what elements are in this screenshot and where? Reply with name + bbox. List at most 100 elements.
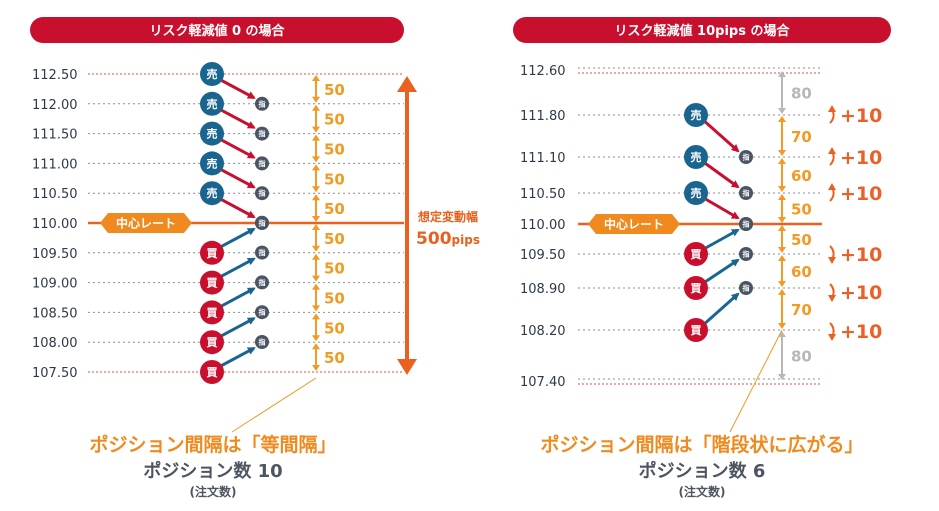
buy-to-limit-arrow — [701, 258, 740, 286]
step-up-head — [778, 289, 786, 295]
sell-label: 売 — [207, 67, 218, 81]
left-caption-pointer — [231, 377, 317, 433]
sell-order: 売 — [200, 151, 224, 176]
range-value-text: 500pips — [416, 229, 480, 249]
buy-order: 買 — [684, 242, 708, 266]
buy-to-limit-arrow — [216, 346, 256, 370]
limit-circle — [255, 215, 269, 230]
price-label: 109.50 — [32, 247, 78, 262]
increment-indicator: +10 — [828, 147, 882, 169]
interval-step: 50 — [312, 253, 345, 282]
step-up-head — [312, 194, 320, 201]
increment-indicator: +10 — [828, 321, 882, 343]
step-up-head — [778, 158, 786, 164]
left-panel: 112.50 112.00 111.50 111.00 110.50 110.00 109.… — [32, 62, 404, 384]
buy-label: 買 — [207, 306, 218, 319]
step-up-head — [778, 194, 786, 200]
increment-indicator: +10 — [828, 282, 882, 304]
step-down-head — [312, 186, 320, 193]
interval-step: 50 — [778, 194, 812, 223]
limit-order: 指 — [255, 186, 269, 201]
limit-order: 指 — [739, 150, 753, 164]
left-banner: リスク軽減値 0 の場合 — [30, 17, 404, 43]
buy-label: 買 — [691, 282, 702, 295]
buy-circle — [684, 276, 708, 300]
right-panel: 112.60 111.80 111.10 110.50 110.00 109.50 108.… — [520, 64, 882, 390]
step-value: 50 — [324, 81, 345, 99]
increment-value: +10 — [840, 244, 882, 266]
step-up-head — [778, 225, 786, 231]
limit-order: 指 — [255, 215, 269, 230]
price-label: 109.00 — [32, 277, 78, 292]
sell-order: 売 — [684, 103, 708, 127]
sell-label: 売 — [691, 186, 702, 200]
step-down-head — [778, 108, 786, 114]
increment-value: +10 — [840, 105, 882, 127]
buy-label: 買 — [691, 248, 702, 261]
price-label: 108.00 — [32, 336, 78, 351]
limit-order: 指 — [255, 245, 269, 260]
buy-label: 買 — [207, 336, 218, 349]
limit-label: 指 — [259, 189, 266, 198]
step-down-head — [312, 305, 320, 312]
step-value: 60 — [791, 167, 812, 185]
increment-head — [828, 257, 836, 264]
interval-step: 50 — [778, 225, 812, 253]
sell-to-limit-arrow — [216, 166, 256, 189]
sell-label: 売 — [207, 127, 218, 141]
buy-circle — [200, 270, 224, 295]
buy-circle — [200, 360, 224, 384]
sell-order: 売 — [200, 91, 224, 116]
sell-to-limit-arrow — [216, 195, 256, 219]
right-caption-pointer — [729, 329, 783, 433]
interval-step: 70 — [778, 289, 812, 329]
step-down-head — [312, 156, 320, 163]
sell-to-limit-arrow — [216, 136, 256, 159]
step-value: 80 — [791, 348, 812, 366]
buy-order: 買 — [200, 360, 224, 384]
interval-step: 50 — [312, 104, 345, 133]
center-rate-tag: 中心レート — [100, 213, 192, 233]
limit-label: 指 — [259, 218, 266, 227]
step-value: 50 — [324, 111, 345, 129]
limit-circle — [739, 281, 753, 295]
limit-label: 指 — [743, 250, 750, 259]
increment-indicator: +10 — [828, 183, 882, 205]
step-up-head — [778, 71, 786, 77]
price-label: 112.50 — [32, 68, 78, 83]
step-value: 50 — [791, 231, 812, 249]
step-down-head — [778, 247, 786, 253]
limit-order: 指 — [739, 247, 753, 261]
sell-to-limit-arrow — [216, 76, 256, 100]
step-down-head — [312, 245, 320, 252]
step-up-head — [312, 164, 320, 171]
sell-label: 売 — [207, 186, 218, 200]
step-value: 50 — [324, 349, 345, 367]
step-down-head — [312, 96, 320, 103]
price-label: 108.90 — [520, 282, 566, 297]
step-down-head — [312, 126, 320, 133]
limit-label: 指 — [259, 278, 266, 287]
limit-circle — [739, 186, 753, 200]
sell-circle — [200, 181, 224, 206]
buy-order: 買 — [200, 240, 224, 265]
price-label: 108.20 — [520, 324, 566, 339]
center-rate-shape — [100, 213, 192, 233]
interval-step: 50 — [312, 134, 345, 163]
step-up-head — [778, 255, 786, 261]
limit-label: 指 — [259, 129, 266, 138]
step-down-head — [312, 335, 320, 342]
step-up-head — [778, 331, 786, 337]
step-up-head — [312, 283, 320, 290]
limit-label: 指 — [743, 220, 750, 229]
left-title: リスク軽減値 0 の場合 — [149, 23, 285, 39]
step-up-head — [312, 253, 320, 260]
step-up-head — [312, 313, 320, 320]
step-value: 50 — [324, 319, 345, 337]
right-count: ポジション数 6 — [639, 460, 766, 482]
step-down-head — [312, 365, 320, 371]
price-label: 111.00 — [32, 157, 78, 172]
sell-circle — [684, 145, 708, 169]
buy-label: 買 — [207, 247, 218, 260]
